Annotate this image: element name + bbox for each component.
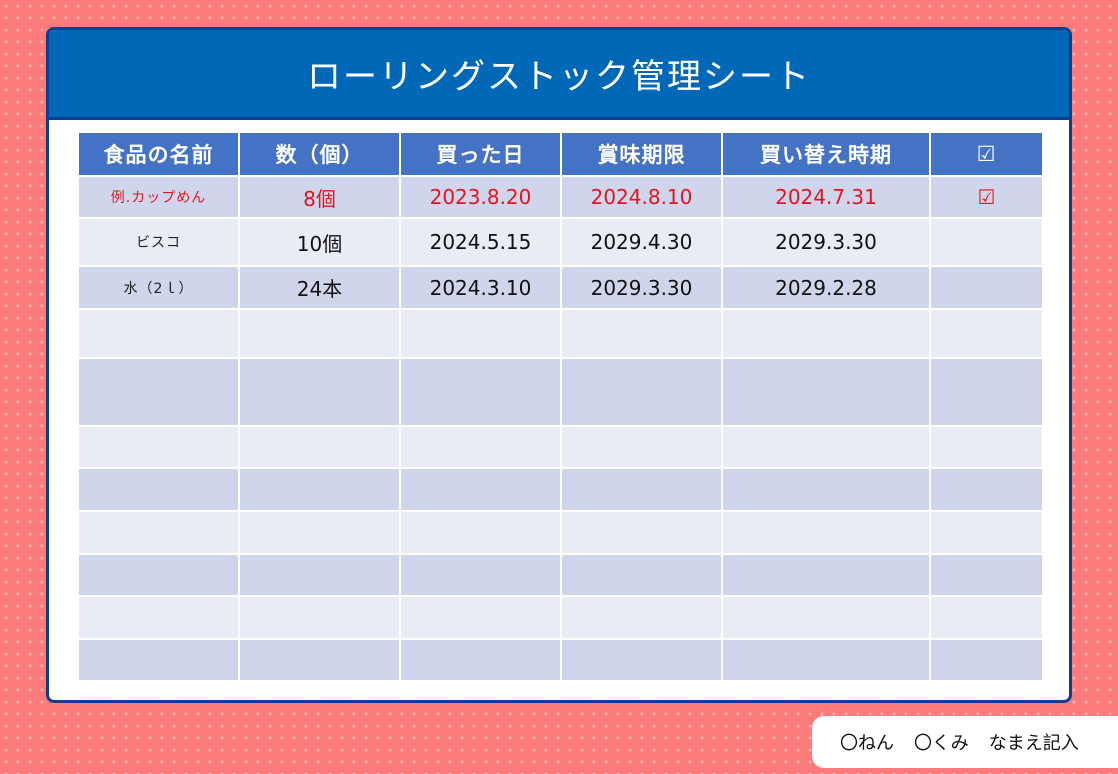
cell-expiry-date[interactable]: 2029.4.30: [560, 217, 723, 267]
cell-purchase-date[interactable]: [399, 357, 562, 427]
cell-food-name[interactable]: 水（2ｌ）: [77, 265, 240, 310]
cell-purchase-date[interactable]: [399, 595, 562, 640]
cell-replace-time[interactable]: [721, 467, 931, 512]
cell-checkbox[interactable]: [929, 595, 1044, 640]
cell-checkbox[interactable]: [929, 308, 1044, 359]
cell-food-name[interactable]: [77, 357, 240, 427]
cell-checkbox[interactable]: [929, 265, 1044, 310]
cell-food-name[interactable]: ビスコ: [77, 217, 240, 267]
cell-quantity[interactable]: [238, 425, 401, 469]
cell-food-name[interactable]: [77, 467, 240, 512]
table-row: ビスコ 10個 2024.5.15 2029.4.30 2029.3.30: [77, 217, 1044, 267]
class-field[interactable]: 〇くみ: [914, 733, 969, 754]
cell-purchase-date[interactable]: [399, 510, 562, 555]
cell-checkbox[interactable]: [929, 425, 1044, 469]
cell-replace-time[interactable]: 2024.7.31: [721, 175, 931, 219]
cell-food-name[interactable]: [77, 308, 240, 359]
cell-expiry-date[interactable]: [560, 510, 723, 555]
table-row-empty: [77, 553, 1044, 597]
name-entry-box: 〇ねん 〇くみ なまえ記入: [812, 716, 1118, 768]
cell-expiry-date[interactable]: [560, 425, 723, 469]
cell-quantity[interactable]: [238, 510, 401, 555]
cell-expiry-date[interactable]: [560, 357, 723, 427]
cell-food-name[interactable]: [77, 510, 240, 555]
cell-checkbox[interactable]: [929, 638, 1044, 682]
cell-purchase-date[interactable]: [399, 425, 562, 469]
table-row-empty: [77, 425, 1044, 469]
cell-expiry-date[interactable]: [560, 553, 723, 597]
title-bar: ローリングストック管理シート: [49, 30, 1069, 120]
cell-purchase-date[interactable]: [399, 467, 562, 512]
header-check-icon: ☑: [929, 131, 1044, 177]
cell-expiry-date[interactable]: [560, 467, 723, 512]
cell-checkbox[interactable]: [929, 467, 1044, 512]
cell-food-name[interactable]: [77, 425, 240, 469]
cell-quantity[interactable]: 24本: [238, 265, 401, 310]
cell-replace-time[interactable]: 2029.2.28: [721, 265, 931, 310]
cell-purchase-date[interactable]: 2024.3.10: [399, 265, 562, 310]
header-replace-time: 買い替え時期: [721, 131, 931, 177]
cell-food-name[interactable]: [77, 595, 240, 640]
table-row-empty: [77, 510, 1044, 555]
page-title: ローリングストック管理シート: [307, 57, 811, 97]
cell-checkbox-icon[interactable]: ☑: [929, 175, 1044, 219]
cell-replace-time[interactable]: 2029.3.30: [721, 217, 931, 267]
cell-quantity[interactable]: [238, 595, 401, 640]
cell-purchase-date[interactable]: [399, 553, 562, 597]
cell-quantity[interactable]: [238, 357, 401, 427]
cell-replace-time[interactable]: [721, 308, 931, 359]
cell-replace-time[interactable]: [721, 425, 931, 469]
cell-expiry-date[interactable]: 2024.8.10: [560, 175, 723, 219]
year-field[interactable]: 〇ねん: [840, 733, 894, 754]
table-row: 水（2ｌ） 24本 2024.3.10 2029.3.30 2029.2.28: [77, 265, 1044, 310]
table-row-empty: [77, 595, 1044, 640]
cell-quantity[interactable]: [238, 467, 401, 512]
header-row: 食品の名前 数（個） 買った日 賞味期限 買い替え時期 ☑: [77, 131, 1044, 177]
table-row-empty: [77, 357, 1044, 427]
cell-replace-time[interactable]: [721, 510, 931, 555]
cell-quantity[interactable]: [238, 308, 401, 359]
header-expiry-date: 賞味期限: [560, 131, 723, 177]
cell-expiry-date[interactable]: 2029.3.30: [560, 265, 723, 310]
cell-replace-time[interactable]: [721, 357, 931, 427]
table-row-example: 例.カップめん 8個 2023.8.20 2024.8.10 2024.7.31…: [77, 175, 1044, 219]
cell-checkbox[interactable]: [929, 553, 1044, 597]
stock-sheet: ローリングストック管理シート 食品の名前 数（個） 買った日 賞味期限 買い替え…: [46, 27, 1072, 703]
cell-food-name[interactable]: [77, 553, 240, 597]
cell-purchase-date[interactable]: 2024.5.15: [399, 217, 562, 267]
name-field[interactable]: なまえ記入: [988, 733, 1079, 754]
table-row-empty: [77, 308, 1044, 359]
cell-checkbox[interactable]: [929, 357, 1044, 427]
table-row-empty: [77, 467, 1044, 512]
cell-quantity[interactable]: [238, 553, 401, 597]
cell-expiry-date[interactable]: [560, 638, 723, 682]
cell-quantity[interactable]: 8個: [238, 175, 401, 219]
cell-replace-time[interactable]: [721, 553, 931, 597]
cell-purchase-date[interactable]: 2023.8.20: [399, 175, 562, 219]
cell-purchase-date[interactable]: [399, 638, 562, 682]
cell-purchase-date[interactable]: [399, 308, 562, 359]
cell-expiry-date[interactable]: [560, 308, 723, 359]
cell-expiry-date[interactable]: [560, 595, 723, 640]
cell-checkbox[interactable]: [929, 217, 1044, 267]
cell-food-name[interactable]: 例.カップめん: [77, 175, 240, 219]
header-quantity: 数（個）: [238, 131, 401, 177]
table-row-empty: [77, 638, 1044, 682]
header-purchase-date: 買った日: [399, 131, 562, 177]
header-food-name: 食品の名前: [77, 131, 240, 177]
cell-checkbox[interactable]: [929, 510, 1044, 555]
cell-food-name[interactable]: [77, 638, 240, 682]
cell-replace-time[interactable]: [721, 638, 931, 682]
cell-quantity[interactable]: [238, 638, 401, 682]
cell-replace-time[interactable]: [721, 595, 931, 640]
cell-quantity[interactable]: 10個: [238, 217, 401, 267]
stock-table: 食品の名前 数（個） 買った日 賞味期限 買い替え時期 ☑ 例.カップめん 8個…: [77, 131, 1044, 682]
